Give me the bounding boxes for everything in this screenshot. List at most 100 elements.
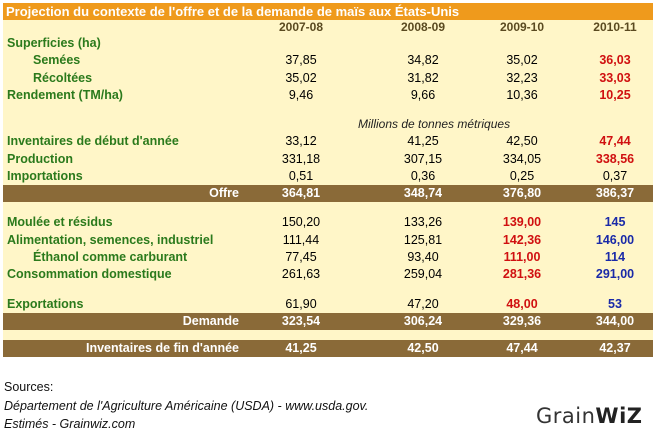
cell: 281,36 <box>502 267 542 282</box>
table-row: Inventaires de début d'année 33,12 41,25… <box>3 133 653 151</box>
cell: 307,15 <box>403 151 443 166</box>
cell: 37,85 <box>285 53 317 68</box>
cell: 33,12 <box>285 134 317 149</box>
cell: 348,74 <box>403 186 443 201</box>
cell: 376,80 <box>502 186 542 201</box>
table-row: Semées 37,85 34,82 35,02 36,03 <box>3 52 653 70</box>
cell: 386,37 <box>595 186 635 201</box>
cell: 306,24 <box>403 313 443 328</box>
cell: 33,03 <box>599 70 631 85</box>
table-row: Récoltées 35,02 31,82 32,23 33,03 <box>3 69 653 87</box>
cell: 133,26 <box>403 215 443 230</box>
year-header-row: 2007-08 2008-09 2009-10 2010-11 <box>3 20 653 35</box>
cell: 48,00 <box>506 296 538 311</box>
cell: 261,63 <box>281 267 321 282</box>
table-row: Production 331,18 307,15 334,05 338,56 <box>3 150 653 169</box>
total-row-inventaires-fin: Inventaires de fin d'année 41,25 42,50 4… <box>3 339 653 357</box>
row-label: Production <box>7 151 73 166</box>
row-label: Éthanol comme carburant <box>33 249 188 264</box>
table-row: Superficies (ha) <box>3 35 653 53</box>
row-label: Récoltées <box>33 70 93 85</box>
cell: 329,36 <box>502 313 542 328</box>
cell: 323,54 <box>281 313 321 328</box>
cell: 111,00 <box>503 249 541 264</box>
table-row: Éthanol comme carburant 77,45 93,40 111,… <box>3 248 653 267</box>
table-row: Consommation domestique 261,63 259,04 28… <box>3 266 653 284</box>
grainwiz-logo: GrainWiZ <box>536 404 643 428</box>
cell: 0,51 <box>288 169 314 184</box>
total-row-demande: Demande 323,54 306,24 329,36 344,00 <box>3 312 653 330</box>
row-label: Superficies (ha) <box>7 36 101 50</box>
cell: 47,44 <box>599 134 631 149</box>
sources-heading: Sources: <box>4 380 54 394</box>
cell: 114 <box>604 249 626 264</box>
cell: 259,04 <box>403 267 443 282</box>
cell: 139,00 <box>502 215 542 230</box>
cell: 42,50 <box>506 134 538 149</box>
cell: 47,20 <box>407 296 439 311</box>
table-row: Alimentation, semences, industriel 111,4… <box>3 231 653 249</box>
logo-text: WiZ <box>595 404 643 428</box>
cell: 331,18 <box>281 151 321 166</box>
unit-note: Millions de tonnes métriques <box>358 117 511 132</box>
cell: 10,36 <box>506 87 538 102</box>
table-row: Exportations 61,90 47,20 48,00 53 <box>3 295 653 313</box>
cell: 77,45 <box>285 249 317 264</box>
cell: 9,66 <box>410 87 436 102</box>
table-row: Rendement (TM/ha) 9,46 9,66 10,36 10,25 <box>3 86 653 105</box>
cell: 93,40 <box>407 249 439 264</box>
cell: 35,02 <box>285 70 317 85</box>
row-label: Semées <box>33 53 81 68</box>
cell: 34,82 <box>407 53 439 68</box>
cell: 150,20 <box>281 215 321 230</box>
cell: 31,82 <box>407 70 439 85</box>
row-label: Moulée et résidus <box>7 215 113 230</box>
year-header: 2010-11 <box>593 20 637 34</box>
row-label: Inventaires de début d'année <box>7 134 179 149</box>
spacer-row <box>3 104 653 117</box>
cell: 344,00 <box>595 313 635 328</box>
cell: 145 <box>604 215 626 230</box>
row-label: Offre <box>209 186 239 201</box>
spacer-row <box>3 329 653 340</box>
row-label: Inventaires de fin d'année <box>85 340 239 355</box>
cell: 142,36 <box>502 232 542 247</box>
sources-block: Sources: Département de l'Agriculture Am… <box>4 378 368 434</box>
cell: 9,46 <box>288 87 314 102</box>
year-header: 2007-08 <box>278 20 324 34</box>
cell: 125,81 <box>403 232 443 247</box>
logo-text: Grain <box>536 404 596 428</box>
cell: 32,23 <box>506 70 538 85</box>
cell: 36,03 <box>599 53 631 68</box>
cell: 291,00 <box>595 267 635 282</box>
cell: 41,25 <box>407 134 439 149</box>
supply-demand-table: Projection du contexte de l'offre et de … <box>3 3 653 357</box>
cell: 334,05 <box>502 151 542 166</box>
spacer-row <box>3 202 653 215</box>
row-label: Alimentation, semences, industriel <box>7 232 214 247</box>
cell: 0,25 <box>509 169 535 184</box>
cell: 0,36 <box>410 169 436 184</box>
table-row: Importations 0,51 0,36 0,25 0,37 <box>3 168 653 186</box>
cell: 10,25 <box>599 87 631 102</box>
table-title: Projection du contexte de l'offre et de … <box>3 3 653 20</box>
cell: 0,37 <box>602 169 628 184</box>
cell: 42,37 <box>599 340 631 355</box>
cell: 35,02 <box>506 53 538 68</box>
year-header: 2009-10 <box>499 20 545 34</box>
spacer-row <box>3 283 653 296</box>
cell: 47,44 <box>506 340 538 355</box>
table-row: Moulée et résidus 150,20 133,26 139,00 1… <box>3 214 653 232</box>
cell: 42,50 <box>407 340 439 355</box>
row-label: Importations <box>7 169 83 184</box>
cell: 41,25 <box>285 340 317 355</box>
table-row: Millions de tonnes métriques <box>3 116 653 134</box>
cell: 61,90 <box>285 296 317 311</box>
source-line: Estimés - Grainwiz.com <box>4 417 136 431</box>
row-label: Rendement (TM/ha) <box>7 87 123 102</box>
total-row-offre: Offre 364,81 348,74 376,80 386,37 <box>3 185 653 203</box>
source-line: Département de l'Agriculture Américaine … <box>4 398 369 413</box>
row-label: Exportations <box>7 296 84 311</box>
cell: 338,56 <box>595 151 635 166</box>
year-header: 2008-09 <box>400 20 446 34</box>
